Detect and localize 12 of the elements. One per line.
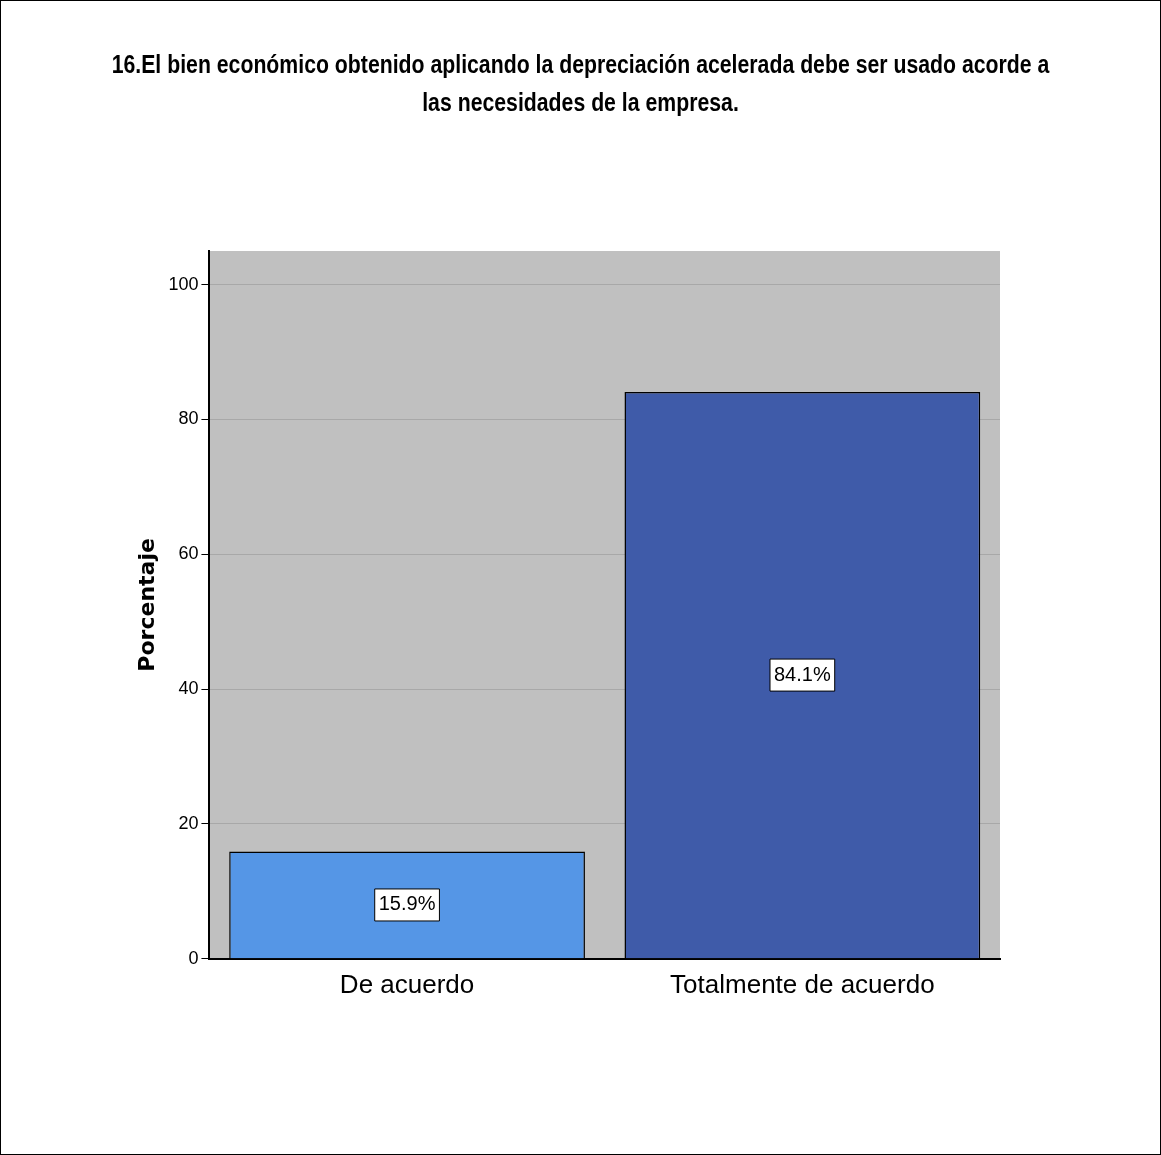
y-axis-title: Porcentaje	[133, 538, 159, 672]
x-tick-label: De acuerdo	[339, 968, 475, 999]
y-tick-label: 80	[178, 408, 199, 429]
chart-title: 16.El bien económico obtenido aplicando la depreciación acelerada debe ser usado acorde a las necesidades de la empresa.	[110, 49, 1051, 118]
y-tick-label: 60	[178, 543, 199, 564]
y-tick-label: 100	[168, 273, 199, 294]
y-tick-label: 0	[188, 947, 199, 968]
data-label: 15.9%	[378, 892, 436, 915]
x-tick-label: Totalmente de acuerdo	[670, 968, 935, 999]
y-tick-label: 20	[178, 812, 199, 833]
data-label: 84.1%	[774, 662, 831, 685]
y-tick-label: 40	[178, 678, 199, 699]
